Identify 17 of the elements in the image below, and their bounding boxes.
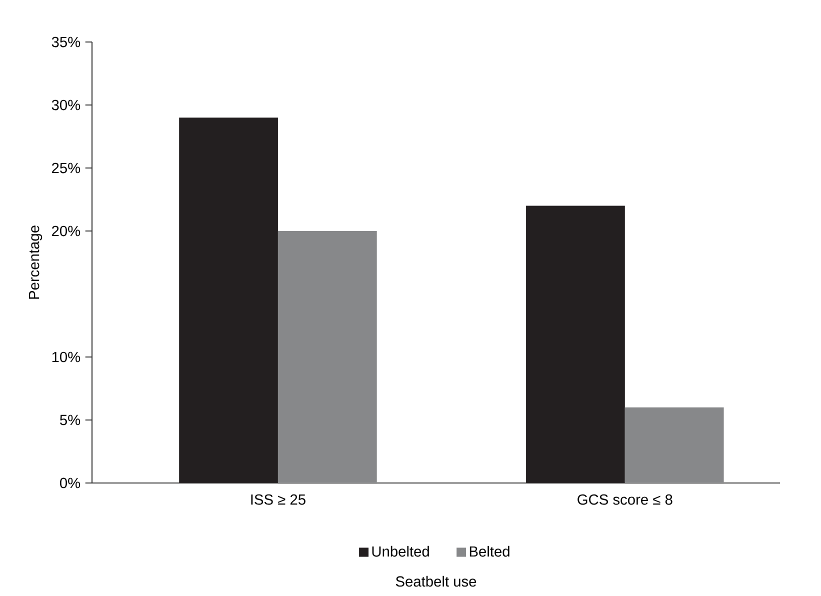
bar [624, 407, 724, 483]
legend-label: Unbelted [372, 546, 429, 557]
y-tick-label: 5% [60, 414, 80, 426]
x-tick-label: GCS score ≤ 8 [578, 494, 672, 505]
y-tick-label: 20% [52, 226, 80, 236]
bar [179, 118, 278, 483]
y-tick-label: 10% [52, 352, 80, 362]
bar [526, 206, 625, 483]
y-tick-label: 0% [60, 478, 80, 488]
x-tick-label: ISS ≥ 25 [251, 494, 306, 505]
bar [278, 230, 377, 483]
legend-label: Belted [470, 546, 510, 557]
y-tick-label: 25% [52, 162, 80, 174]
x-axis-title: Seatbelt use [396, 576, 476, 587]
y-tick-label: 30% [52, 100, 80, 110]
y-tick-label: 35% [52, 36, 80, 48]
y-axis-title: Percentage [29, 226, 42, 299]
